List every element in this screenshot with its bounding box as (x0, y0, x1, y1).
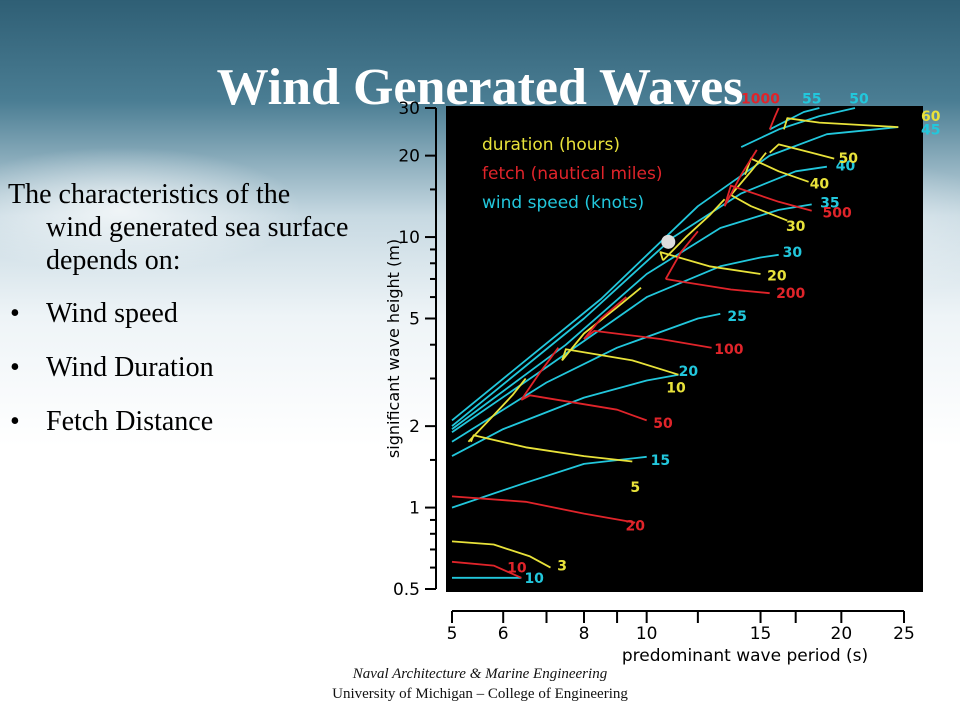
y-tick-label: 5 (409, 309, 420, 329)
curve-line (783, 117, 899, 130)
bullet-wind-speed: • Wind speed (8, 297, 353, 330)
slide-body: The characteristics of the wind generate… (8, 178, 353, 459)
highlight-marker (661, 234, 676, 249)
x-tick-label: 15 (750, 624, 772, 644)
curve-line (451, 203, 812, 430)
curve-line (740, 107, 856, 148)
curve-value-label: 3 (557, 559, 567, 575)
curve-line (659, 251, 761, 275)
curve-line (665, 278, 770, 295)
curve-value-label: 30 (783, 245, 803, 261)
curve-line (744, 157, 809, 183)
curve-line (583, 296, 627, 340)
curve-line (451, 126, 899, 422)
bullet-glyph: • (10, 298, 20, 329)
curve-line (451, 165, 828, 427)
curve-value-label: 1000 (741, 92, 780, 108)
footer: Naval Architecture & Marine Engineering … (0, 664, 960, 704)
curve-value-label: 500 (822, 206, 851, 222)
y-tick-label: 10 (398, 228, 420, 248)
bullet-glyph: • (10, 406, 20, 437)
curve-value-label: 20 (767, 269, 787, 285)
curve-value-label: 5 (630, 480, 640, 496)
legend-entry: fetch (nautical miles) (482, 164, 662, 184)
legend-entry: wind speed (knots) (482, 193, 644, 213)
wave-chart: 0.5 1 2 5 10 20 30 significant wave height (m) 5… (370, 84, 960, 680)
curve-value-label: 15 (651, 453, 670, 469)
y-tick-label: 20 (398, 147, 420, 167)
x-axis-label: predominant wave period (s) (622, 646, 868, 666)
curve-value-label: 50 (849, 92, 869, 108)
curve-value-label: 10 (507, 561, 527, 577)
curve-line (768, 107, 780, 130)
legend-entry: duration (hours) (482, 135, 620, 155)
curve-value-label: 200 (776, 286, 805, 302)
curve-line (520, 347, 560, 401)
curve-value-label: 100 (714, 342, 743, 358)
x-tick-label: 10 (636, 624, 658, 644)
curve-value-label: 40 (810, 176, 830, 192)
curve-line (520, 394, 648, 422)
bullet-wind-duration: • Wind Duration (8, 351, 353, 384)
curve-value-label: 25 (727, 309, 746, 325)
curve-value-label: 35 (820, 196, 839, 212)
curve-value-label: 20 (679, 364, 699, 380)
curve-line (451, 495, 636, 524)
curve-value-label: 10 (666, 380, 686, 396)
curve-value-label: 10 (524, 571, 544, 587)
footer-line-1: Naval Architecture & Marine Engineering (352, 666, 608, 682)
curve-line (561, 348, 679, 376)
curve-line (467, 377, 527, 443)
curve-value-label: 40 (836, 158, 856, 174)
curve-line (664, 230, 699, 280)
y-axis-label: significant wave height (m) (384, 239, 403, 458)
curve-line (451, 540, 551, 569)
intro-text: The characteristics of the wind generate… (8, 179, 349, 276)
curve-value-label: 45 (921, 122, 940, 138)
bullet-fetch-distance: • Fetch Distance (8, 405, 353, 438)
curve-line (662, 198, 726, 262)
curve-line (583, 330, 712, 349)
x-tick-label: 6 (498, 624, 509, 644)
bullet-text: Wind speed (46, 298, 178, 329)
bullet-text: Wind Duration (46, 352, 214, 383)
curve-value-label: 50 (653, 416, 673, 432)
x-tick-label: 25 (893, 624, 915, 644)
bullet-text: Fetch Distance (46, 406, 214, 437)
x-tick-label: 8 (579, 624, 590, 644)
curve-line (451, 560, 522, 579)
x-tick-label: 5 (447, 624, 458, 644)
curve-value-label: 60 (921, 109, 941, 125)
bullet-list: • Wind speed • Wind Duration • Fetch Distan… (8, 297, 353, 438)
footer-line-2: University of Michigan – College of Engi… (332, 686, 628, 702)
curve-line (451, 313, 721, 443)
curve-value-label: 30 (786, 219, 806, 235)
curve-value-label: 50 (839, 151, 859, 167)
curve-value-label: 20 (625, 518, 645, 534)
y-tick-label: 2 (409, 417, 420, 437)
plot-background (446, 106, 923, 592)
curve-line (723, 184, 812, 212)
y-tick-label: 1 (409, 499, 420, 519)
bullet-glyph: • (10, 352, 20, 383)
curve-line (723, 149, 758, 207)
curve-line (730, 194, 788, 222)
x-tick-label: 20 (831, 624, 853, 644)
y-tick-label: 30 (398, 99, 420, 119)
curve-line (769, 107, 820, 131)
curve-line (769, 143, 835, 160)
y-tick-label: 0.5 (393, 580, 420, 600)
curve-value-label: 55 (802, 92, 821, 108)
